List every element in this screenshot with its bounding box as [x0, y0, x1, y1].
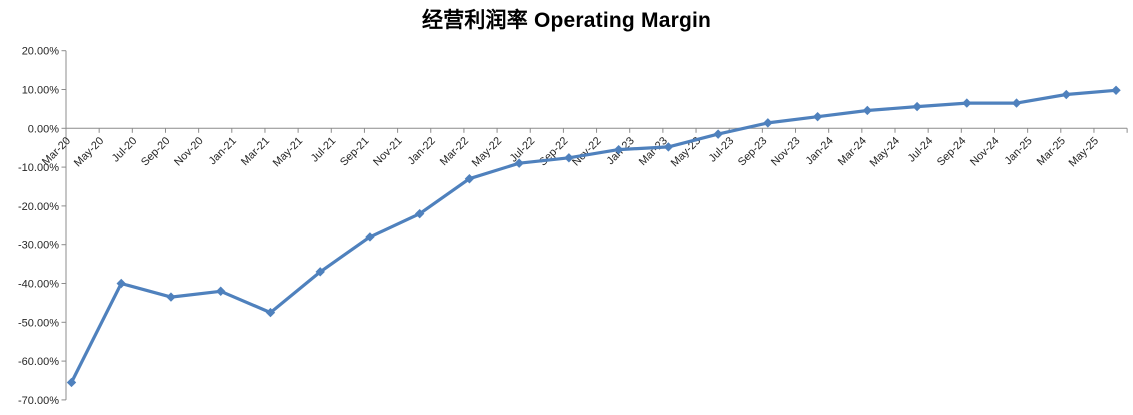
y-axis-label: -30.00%	[18, 240, 59, 252]
data-point-marker	[663, 142, 674, 152]
x-axis-label: Nov-24	[968, 135, 1002, 169]
x-axis-label: Jul-21	[309, 135, 339, 165]
x-axis-label: Nov-21	[371, 135, 405, 169]
x-axis-label: Sep-21	[338, 135, 372, 169]
x-axis-label: May-24	[868, 135, 902, 169]
x-axis-label: Sep-23	[736, 135, 770, 169]
data-point-marker	[514, 158, 524, 168]
data-point-marker	[912, 101, 922, 112]
x-axis-label: Jul-24	[906, 135, 936, 165]
x-axis-label: Sep-20	[139, 135, 173, 169]
data-point-marker	[414, 208, 425, 219]
data-point-marker	[962, 98, 972, 108]
series-line	[69, 88, 1118, 384]
x-axis-label: Sep-22	[537, 135, 571, 169]
x-axis-label: Jan-21	[207, 135, 239, 167]
data-point-marker	[862, 105, 873, 116]
x-axis-label: May-21	[271, 135, 305, 169]
data-point-marker	[713, 129, 723, 139]
x-axis-label: Jan-24	[804, 135, 836, 167]
x-axis-label: Mar-23	[637, 135, 670, 168]
x-axis-label: Jul-20	[110, 135, 140, 165]
y-axis-label: -70.00%	[18, 395, 59, 407]
data-point-marker	[216, 286, 226, 296]
x-axis-label: Jan-25	[1002, 135, 1034, 167]
x-axis-label: Nov-23	[769, 135, 803, 169]
chart-title: 经营利润率 Operating Margin	[421, 9, 712, 32]
y-axis-label: -40.00%	[18, 279, 59, 291]
data-point-marker	[464, 174, 475, 184]
y-axis-label: 0.00%	[28, 123, 59, 135]
x-axis-label: May-22	[470, 135, 504, 169]
data-point-marker	[763, 118, 773, 128]
x-axis-label: Nov-20	[172, 135, 206, 169]
data-point-marker	[564, 153, 574, 163]
data-point-marker	[116, 278, 126, 289]
x-axis-label: Mar-22	[438, 135, 471, 168]
x-axis-label: Jan-22	[406, 135, 438, 167]
x-axis-label: Mar-21	[239, 135, 272, 168]
x-axis-label: Sep-24	[935, 135, 969, 169]
data-point-marker	[1061, 89, 1071, 100]
y-axis-label: 20.00%	[22, 46, 60, 58]
data-point-marker	[265, 307, 276, 318]
data-point-marker	[66, 377, 77, 388]
y-axis-label: -50.00%	[18, 317, 59, 329]
data-point-marker	[365, 232, 375, 242]
x-axis-label: Jul-23	[707, 135, 737, 165]
data-point-marker	[613, 144, 624, 155]
data-point-marker	[812, 111, 823, 122]
y-axis-label: -10.00%	[18, 162, 59, 174]
x-axis-label: Mar-24	[836, 135, 869, 168]
x-axis-label: May-25	[1067, 135, 1101, 169]
y-axis-label: -60.00%	[18, 356, 59, 368]
data-point-marker	[315, 267, 325, 277]
data-point-marker	[1111, 85, 1121, 95]
y-axis-label: -20.00%	[18, 201, 59, 213]
y-axis-label: 10.00%	[22, 85, 60, 97]
x-axis-label: May-20	[72, 135, 106, 169]
data-point-marker	[1011, 98, 1022, 108]
x-axis-label: Mar-25	[1035, 135, 1068, 168]
data-point-marker	[166, 292, 176, 302]
